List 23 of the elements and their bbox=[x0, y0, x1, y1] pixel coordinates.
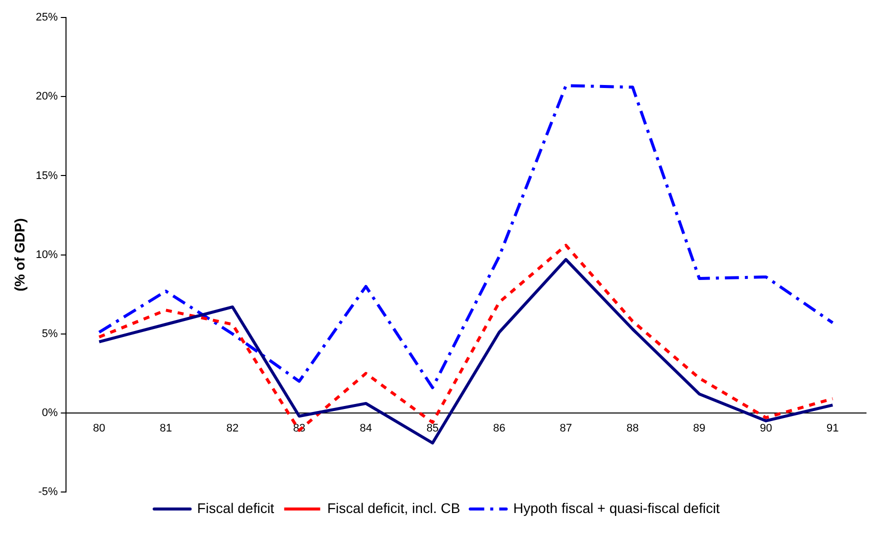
y-tick-label: 10% bbox=[36, 248, 58, 261]
y-tick-label: 15% bbox=[36, 170, 58, 182]
line-series bbox=[98, 84, 834, 390]
x-tick-label: 87 bbox=[560, 422, 572, 435]
x-tick-label: 84 bbox=[360, 422, 372, 435]
y-tick-label: 20% bbox=[36, 90, 58, 103]
x-tick-label: 85 bbox=[426, 422, 439, 435]
x-tick-label: 89 bbox=[693, 422, 706, 435]
legend-label: Fiscal deficit, incl. CB bbox=[327, 500, 460, 516]
y-tick-label: 0% bbox=[42, 406, 58, 419]
x-tick-label: 86 bbox=[493, 422, 506, 435]
x-tick-label: 90 bbox=[760, 422, 772, 435]
y-tick-label: 25% bbox=[36, 12, 58, 24]
x-tick-label: 91 bbox=[826, 422, 839, 435]
x-tick-label: 88 bbox=[626, 422, 639, 435]
legend-label: Hypoth fiscal + quasi-fiscal deficit bbox=[513, 500, 720, 516]
x-tick-label: 81 bbox=[160, 422, 172, 435]
y-tick-label: 5% bbox=[42, 328, 58, 340]
x-tick-label: 82 bbox=[226, 422, 239, 435]
y-tick-label: -5% bbox=[38, 486, 58, 498]
legend-label: Fiscal deficit bbox=[197, 500, 274, 516]
y-axis-title: (% of GDP) bbox=[11, 218, 28, 292]
x-tick-label: 80 bbox=[93, 422, 106, 435]
